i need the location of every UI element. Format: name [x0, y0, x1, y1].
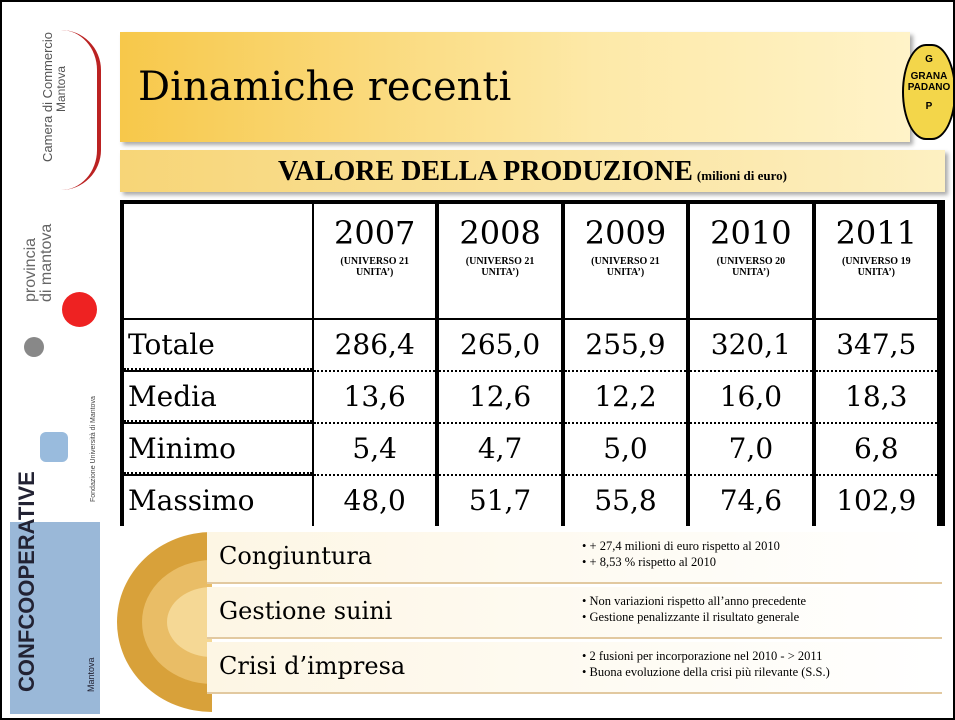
fondazione-logo	[40, 432, 68, 462]
slide: Camera di Commercio Mantova provincia di…	[0, 0, 955, 720]
value-cell: 320,1	[690, 320, 811, 372]
subtitle: VALORE DELLA PRODUZIONE	[278, 156, 693, 187]
year: 2009	[565, 214, 686, 252]
year-note: (UNIVERSO 21 UNITA’)	[585, 256, 665, 278]
value-cell: 48,0	[314, 476, 435, 526]
confcoop: CONFCOOPERATIVE	[14, 471, 40, 692]
value-cell: 16,0	[690, 372, 811, 424]
item-bullets: • + 27,4 milioni di euro rispetto al 201…	[582, 538, 780, 570]
item-row: Gestione suini • Non variazioni rispetto …	[207, 587, 942, 639]
provincia-city: di mantova	[38, 224, 56, 302]
row-label: Media	[124, 372, 312, 422]
item-label: Crisi d’impresa	[219, 652, 405, 680]
value-cell: 265,0	[439, 320, 560, 372]
grana-logo: G GRANA PADANO P	[902, 44, 955, 140]
year-note: (UNIVERSO 19 UNITA’)	[836, 256, 916, 278]
year-note: (UNIVERSO 21 UNITA’)	[335, 256, 415, 278]
bullet-text: Non variazioni rispetto all’anno precede…	[590, 594, 807, 608]
logo-line2: PADANO	[904, 82, 954, 93]
header-cell: 2010 (UNIVERSO 20 UNITA’)	[690, 204, 811, 318]
provincia-dot	[24, 337, 44, 357]
item-label: Congiuntura	[219, 542, 372, 570]
camera-city: Mantova	[54, 66, 68, 112]
camera-text: Camera di Commercio	[40, 32, 55, 162]
bullet-line: • Buona evoluzione della crisi più rilev…	[582, 664, 830, 680]
subtitle-bar: VALORE DELLA PRODUZIONE (milioni di euro…	[120, 150, 945, 192]
header-cell: 2008 (UNIVERSO 21 UNITA’)	[439, 204, 560, 318]
logo-bottom: P	[904, 101, 954, 112]
subtitle-unit: (milioni di euro)	[697, 168, 787, 183]
logo-line1: GRANA	[904, 71, 954, 82]
header-cell: 2009 (UNIVERSO 21 UNITA’)	[565, 204, 686, 318]
item-bullets: • 2 fusioni per incorporazione nel 2010 …	[582, 648, 830, 680]
item-row: Crisi d’impresa • 2 fusioni per incorpora…	[207, 642, 942, 694]
title-bar: Dinamiche recenti	[120, 32, 910, 142]
value-cell: 102,9	[816, 476, 937, 526]
logo-top: G	[904, 54, 954, 65]
value-cell: 13,6	[314, 372, 435, 424]
value-cell: 7,0	[690, 424, 811, 476]
item-row: Congiuntura • + 27,4 milioni di euro risp…	[207, 532, 942, 584]
arcs	[112, 532, 212, 712]
bullet-text: + 8,53 % rispetto al 2010	[590, 555, 716, 569]
value-cell: 6,8	[816, 424, 937, 476]
header-cell: 2007 (UNIVERSO 21 UNITA’)	[314, 204, 435, 318]
value-cell: 286,4	[314, 320, 435, 372]
year: 2010	[690, 214, 811, 252]
bullet-line: • + 8,53 % rispetto al 2010	[582, 554, 780, 570]
item-bullets: • Non variazioni rispetto all’anno prece…	[582, 593, 806, 625]
header-cell: 2011 (UNIVERSO 19 UNITA’)	[816, 204, 937, 318]
item-label: Gestione suini	[219, 597, 392, 625]
title: Dinamiche recenti	[138, 64, 511, 110]
value-cell: 347,5	[816, 320, 937, 372]
row-label: Totale	[124, 320, 312, 370]
confcoop-city: Mantova	[86, 657, 96, 692]
value-cell: 55,8	[565, 476, 686, 526]
bullet-line: • Non variazioni rispetto all’anno prece…	[582, 593, 806, 609]
year: 2008	[439, 214, 560, 252]
bullet-line: • Gestione penalizzante il risultato gen…	[582, 609, 806, 625]
bullet-text: Buona evoluzione della crisi più rilevan…	[590, 665, 830, 679]
fondazione: Fondazione Università di Mantova	[90, 396, 97, 502]
year: 2011	[816, 214, 937, 252]
provincia-logo	[62, 292, 97, 327]
value-cell: 12,2	[565, 372, 686, 424]
row-label: Massimo	[124, 476, 312, 526]
bullet-text: 2 fusioni per incorporazione nel 2010 - …	[590, 649, 823, 663]
row-label: Minimo	[124, 424, 312, 474]
table: 2007 (UNIVERSO 21 UNITA’) 2008 (UNIVERSO 21…	[120, 200, 945, 526]
bullet-line: • 2 fusioni per incorporazione nel 2010 …	[582, 648, 830, 664]
value-cell: 5,4	[314, 424, 435, 476]
value-cell: 18,3	[816, 372, 937, 424]
value-cell: 74,6	[690, 476, 811, 526]
value-cell: 255,9	[565, 320, 686, 372]
value-cell: 51,7	[439, 476, 560, 526]
bullet-line: • + 27,4 milioni di euro rispetto al 201…	[582, 538, 780, 554]
value-cell: 5,0	[565, 424, 686, 476]
value-cell: 4,7	[439, 424, 560, 476]
bullet-text: + 27,4 milioni di euro rispetto al 2010	[590, 539, 780, 553]
year: 2007	[314, 214, 435, 252]
value-cell: 12,6	[439, 372, 560, 424]
year-note: (UNIVERSO 21 UNITA’)	[460, 256, 540, 278]
camera-name: Camera di Commercio	[40, 32, 55, 162]
corner-cell	[124, 204, 312, 318]
year-note: (UNIVERSO 20 UNITA’)	[711, 256, 791, 278]
bullet-text: Gestione penalizzante il risultato gener…	[590, 610, 800, 624]
